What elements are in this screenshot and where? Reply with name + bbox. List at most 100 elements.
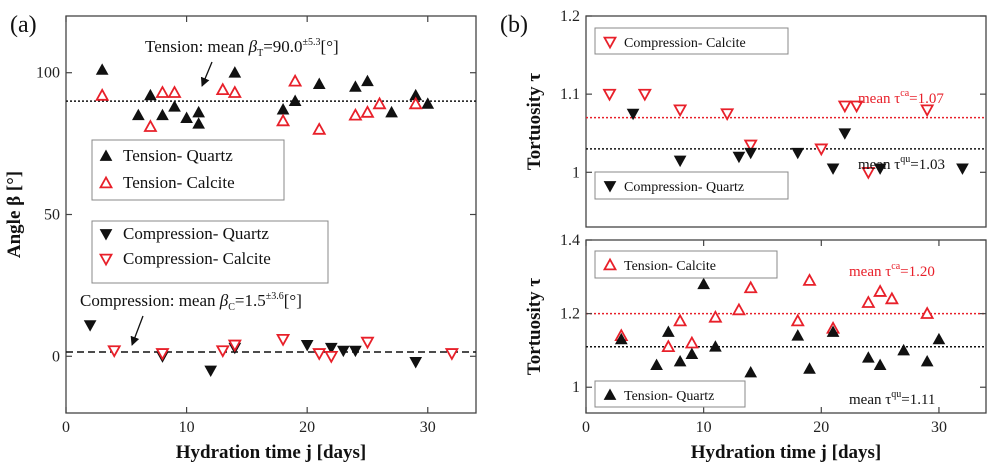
data-point: [276, 113, 291, 127]
mean-superscript: ca: [900, 88, 909, 99]
annotation-subscript: C: [228, 302, 235, 313]
data-point: [873, 163, 887, 175]
data-point: [743, 139, 758, 153]
series-tension_quartz: [614, 277, 946, 378]
data-point: [227, 339, 242, 353]
data-point: [791, 147, 805, 160]
data-point: [324, 350, 339, 364]
series-compression_quartz: [626, 108, 969, 175]
data-point: [803, 362, 816, 374]
compression-arrow: [130, 315, 144, 346]
y-tick-label: 50: [44, 207, 60, 224]
data-point: [684, 335, 699, 349]
data-point: [132, 108, 145, 121]
y-axis-label: Tortuosity τ: [524, 73, 545, 171]
data-point: [861, 295, 876, 308]
quartz-mean-label: mean τqu=1.11: [849, 389, 935, 408]
data-point: [862, 351, 875, 363]
x-tick-label: 0: [582, 419, 590, 436]
data-point: [421, 97, 435, 109]
mean-superscript: qu: [891, 389, 901, 400]
data-point: [932, 332, 946, 345]
compression-mean-annotation: Compression: mean βC=1.5±3.6[°]: [80, 291, 302, 313]
data-point: [204, 365, 218, 377]
mean-value: =1.20: [900, 264, 935, 280]
mean-text: mean τ: [849, 392, 891, 408]
data-point: [861, 166, 876, 180]
data-point: [884, 291, 899, 305]
data-point: [107, 345, 122, 358]
legend-marker: [602, 257, 618, 271]
data-point: [95, 63, 109, 75]
legend-marker: [98, 175, 114, 189]
data-point: [661, 339, 676, 353]
data-point: [155, 348, 170, 361]
data-point: [920, 306, 935, 319]
data-point: [685, 347, 699, 360]
panel-label-b: (b): [500, 12, 528, 38]
legend-marker: [603, 181, 617, 193]
data-point: [300, 340, 314, 352]
data-point: [697, 277, 710, 290]
mean-value: =1.03: [910, 157, 945, 173]
data-point: [650, 358, 663, 371]
annotation-superscript: ±3.6: [266, 291, 284, 302]
data-point: [732, 151, 746, 164]
legend-label: Tension- Quartz: [624, 389, 714, 404]
legend-tension: [91, 139, 285, 201]
data-point: [348, 107, 363, 121]
x-tick-label: 20: [813, 419, 829, 436]
data-point: [95, 88, 110, 101]
data-point: [83, 320, 97, 332]
data-point: [873, 358, 887, 371]
data-point: [873, 284, 888, 297]
data-point: [155, 85, 170, 98]
data-point: [838, 128, 852, 140]
y-tick-label: 1.4: [560, 232, 580, 249]
data-point: [192, 117, 205, 129]
legend-tension-quartz: [594, 380, 746, 408]
mean-superscript: ca: [891, 261, 900, 272]
y-tick-label: 100: [36, 65, 60, 82]
mean-superscript: qu: [900, 154, 910, 165]
data-point: [215, 345, 230, 358]
data-point: [826, 163, 840, 175]
data-point: [312, 77, 326, 89]
data-point: [408, 96, 423, 110]
data-point: [897, 343, 910, 356]
data-point: [288, 94, 302, 106]
data-point: [444, 348, 459, 361]
data-point: [920, 354, 934, 367]
chart-a: 0 10 20 30 0 50 100 Hydration time j [days] Angl…: [4, 15, 477, 463]
plot-frame: [585, 239, 987, 414]
chart-b-bottom: 0 10 20 30 1 1.2 1.4 Hydration time j [days] Tor…: [524, 232, 987, 463]
legend-marker: [99, 229, 113, 241]
data-point: [144, 88, 157, 101]
series-tension_quartz: [95, 63, 435, 129]
data-point: [802, 273, 817, 286]
annotation-subscript: T: [257, 48, 263, 59]
data-point: [602, 88, 617, 102]
data-point: [215, 82, 230, 96]
data-point: [708, 309, 723, 323]
data-point: [614, 332, 628, 345]
y-tick-label: 1.2: [560, 306, 580, 323]
data-point: [744, 147, 758, 160]
data-point: [168, 100, 181, 112]
data-point: [288, 73, 303, 87]
x-tick-label: 30: [931, 419, 947, 436]
panel-label-a: (a): [10, 12, 37, 38]
data-point: [709, 340, 722, 352]
legend-label: Compression- Quartz: [123, 224, 269, 243]
data-point: [826, 325, 840, 337]
x-tick-label: 0: [62, 419, 70, 436]
data-point: [227, 85, 242, 98]
annotation-prefix: Compression: mean: [80, 291, 220, 310]
plot-frame: [65, 15, 477, 414]
legend-marker: [99, 149, 113, 161]
data-point: [360, 336, 375, 350]
data-point: [673, 155, 687, 168]
data-point: [192, 105, 205, 118]
mean-text: mean τ: [858, 91, 900, 107]
